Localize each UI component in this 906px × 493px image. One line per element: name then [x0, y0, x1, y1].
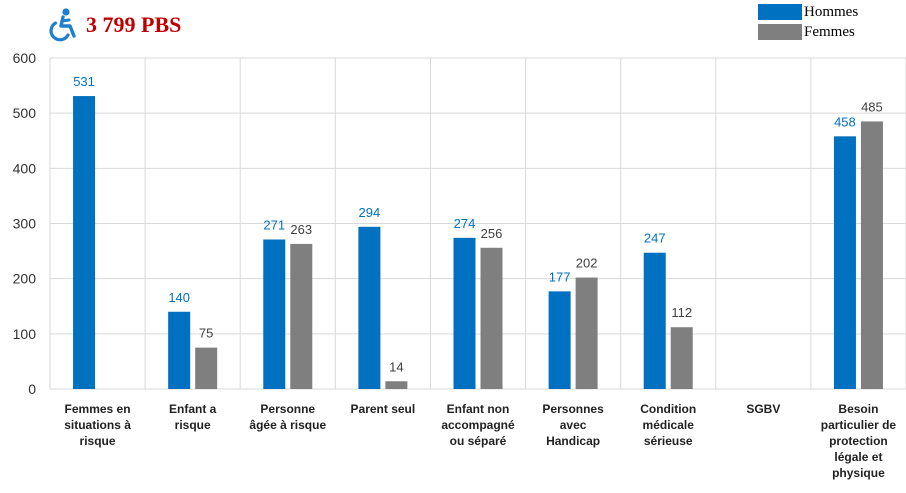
y-axis-ticks: 0 100 200 300 400 500 600 — [13, 50, 37, 397]
data-label-femmes: 256 — [481, 226, 503, 241]
bar-femmes — [575, 277, 598, 389]
legend-item-hommes: Hommes — [758, 2, 858, 22]
x-tick-label: particulier de — [821, 418, 897, 432]
data-label-femmes: 202 — [576, 256, 598, 271]
x-tick-label: Parent seul — [351, 402, 416, 416]
data-label-hommes: 531 — [73, 74, 95, 89]
x-tick-label: médicale — [643, 418, 695, 432]
x-tick-label: physique — [832, 466, 885, 480]
data-label-hommes: 458 — [834, 114, 856, 129]
legend-label-hommes: Hommes — [804, 3, 859, 20]
x-tick-label: Personnes — [542, 402, 604, 416]
y-tick-label: 600 — [13, 50, 37, 66]
bar-femmes — [195, 347, 218, 389]
data-label-hommes: 177 — [549, 269, 571, 284]
x-tick-label: protection — [829, 434, 888, 448]
bar-femmes — [290, 243, 313, 389]
x-tick-label: Besoin — [838, 402, 878, 416]
data-label-femmes: 485 — [861, 99, 883, 114]
data-label-hommes: 271 — [263, 217, 285, 232]
data-labels: 531 140 75 271 263 294 14 274 256 177 202 247 112 458… — [73, 74, 883, 374]
bar-hommes — [548, 291, 571, 389]
x-tick-label: Condition — [640, 402, 696, 416]
x-axis-labels: Femmes en situations à risque Enfant a risqu… — [64, 402, 896, 480]
bar-hommes — [833, 136, 856, 389]
y-tick-label: 500 — [13, 105, 37, 121]
chart-title: 3 799 PBS — [86, 12, 182, 37]
bar-hommes — [643, 252, 666, 389]
y-tick-label: 400 — [13, 160, 37, 176]
data-label-femmes: 14 — [389, 359, 403, 374]
data-label-femmes: 112 — [671, 305, 692, 320]
bar-femmes — [385, 381, 408, 389]
data-label-hommes: 294 — [359, 205, 381, 220]
bar-hommes — [263, 239, 286, 389]
data-label-hommes: 140 — [168, 290, 190, 305]
bar-femmes — [670, 327, 693, 389]
legend-swatch-hommes — [758, 4, 802, 20]
bar-femmes — [480, 247, 503, 389]
data-label-femmes: 75 — [199, 326, 213, 341]
bar-hommes — [168, 311, 191, 389]
legend-label-femmes: Femmes — [804, 23, 855, 40]
legend: Hommes Femmes — [758, 2, 858, 42]
x-tick-label: Enfant a — [169, 402, 217, 416]
bar-hommes — [358, 226, 381, 389]
data-label-hommes: 247 — [644, 231, 666, 246]
bar-femmes — [860, 121, 883, 390]
data-label-femmes: 263 — [290, 222, 312, 237]
x-tick-label: risque — [80, 434, 116, 448]
bar-hommes — [453, 237, 476, 389]
x-tick-label: SGBV — [746, 402, 780, 416]
x-tick-label: âgée à risque — [249, 418, 326, 432]
bars — [73, 96, 883, 390]
x-tick-label: avec — [560, 418, 587, 432]
y-tick-label: 200 — [13, 271, 37, 287]
x-tick-label: Femmes en — [65, 402, 131, 416]
x-tick-label: situations à — [64, 418, 131, 432]
gridlines — [49, 57, 906, 390]
x-tick-label: Enfant non — [447, 402, 510, 416]
x-tick-label: ou séparé — [450, 434, 507, 448]
chart-header: 3 799 PBS — [44, 8, 181, 42]
bar-hommes — [73, 96, 96, 389]
legend-swatch-femmes — [758, 24, 802, 40]
x-tick-label: Handicap — [546, 434, 600, 448]
x-tick-label: Personne — [260, 402, 315, 416]
x-tick-label: risque — [175, 418, 211, 432]
y-tick-label: 100 — [13, 326, 37, 342]
wheelchair-icon — [49, 8, 76, 42]
y-tick-label: 0 — [28, 381, 36, 397]
data-label-hommes: 274 — [454, 216, 476, 231]
y-tick-label: 300 — [13, 216, 37, 232]
x-tick-label: sérieuse — [644, 434, 693, 448]
x-tick-label: accompagné — [441, 418, 515, 432]
x-tick-label: légale et — [834, 450, 882, 464]
legend-item-femmes: Femmes — [758, 22, 858, 42]
